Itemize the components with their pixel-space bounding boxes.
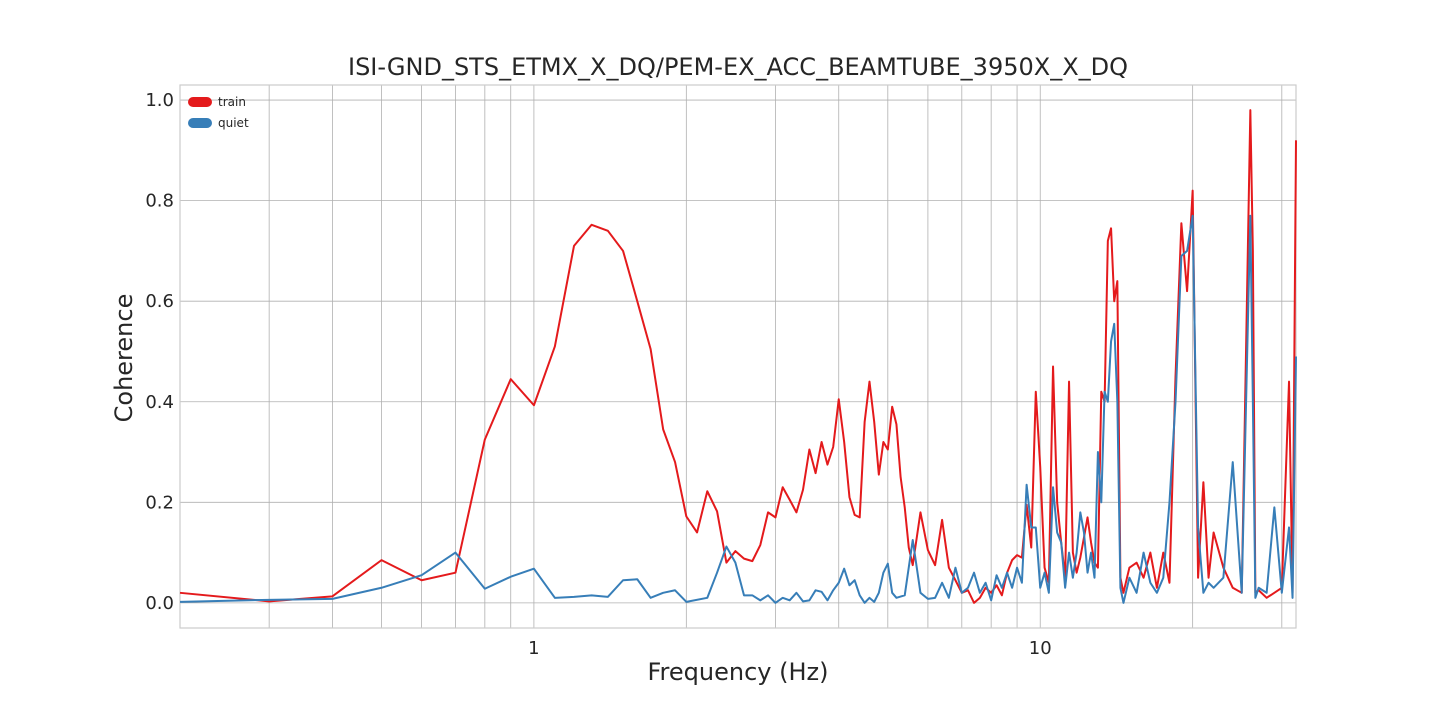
legend-label-quiet: quiet	[218, 116, 249, 130]
series-layer	[179, 109, 1297, 604]
y-tick-label: 0.8	[145, 191, 174, 212]
y-tick-label: 0.6	[145, 291, 174, 312]
grid	[179, 85, 1296, 628]
legend-swatch-quiet	[188, 118, 212, 128]
x-tick-label: 10	[1029, 638, 1052, 659]
x-tick-label: 1	[528, 638, 539, 659]
y-tick-label: 0.2	[145, 492, 174, 513]
legend-swatch-train	[188, 97, 212, 107]
series-line-quiet	[179, 214, 1297, 604]
series-line-train	[179, 109, 1297, 604]
y-tick-label: 0.4	[145, 392, 174, 413]
chart-title: ISI-GND_STS_ETMX_X_DQ/PEM-EX_ACC_BEAMTUB…	[348, 53, 1128, 81]
y-tick-label: 1.0	[145, 90, 174, 111]
tick-labels: 1 10 0.0 0.2 0.4 0.6 0.8 1.0	[145, 90, 1051, 659]
y-axis-label: Coherence	[110, 294, 138, 423]
y-tick-label: 0.0	[145, 593, 174, 614]
legend: train quiet	[188, 95, 249, 130]
legend-label-train: train	[218, 95, 246, 109]
x-axis-label: Frequency (Hz)	[648, 658, 829, 686]
